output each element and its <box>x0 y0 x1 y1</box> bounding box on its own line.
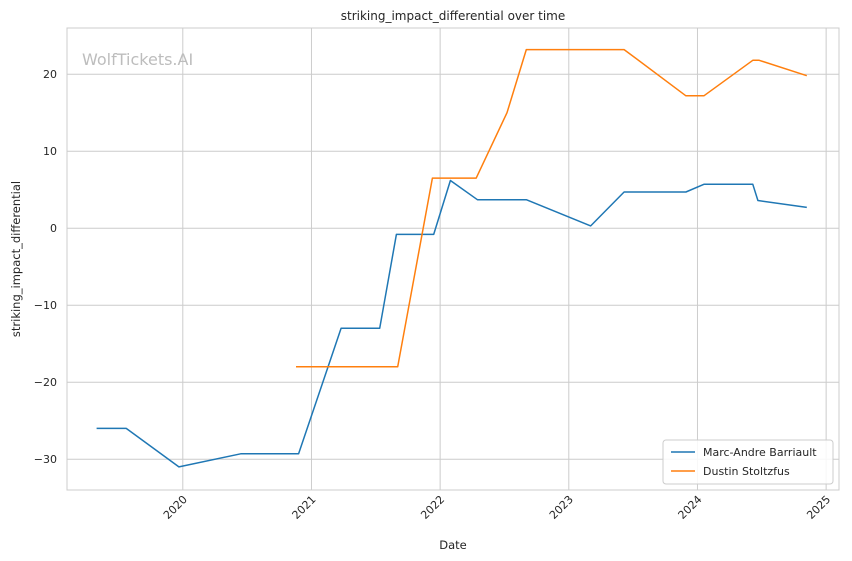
legend-box <box>662 439 834 485</box>
x-axis-label: Date <box>439 538 467 552</box>
x-tick-label: 2021 <box>290 493 319 522</box>
y-tick-label: 20 <box>43 68 57 81</box>
series-layer <box>96 48 808 468</box>
legend: Marc-Andre Barriault Dustin Stoltzfus <box>662 439 834 485</box>
chart-title: striking_impact_differential over time <box>341 9 566 23</box>
x-tick-label: 2022 <box>418 493 447 522</box>
y-axis-label: striking_impact_differential <box>9 181 23 337</box>
x-tick-label: 2024 <box>676 493 705 522</box>
legend-label-series-0: Marc-Andre Barriault <box>703 446 817 459</box>
y-tick-label: −20 <box>34 376 57 389</box>
y-tick-label: 10 <box>43 145 57 158</box>
plot-background <box>67 28 839 490</box>
y-tick-label: −10 <box>34 299 57 312</box>
series-line-1 <box>296 48 808 368</box>
plot-frame <box>66 27 840 491</box>
watermark: WolfTickets.AI <box>82 50 193 69</box>
x-tick-label: 2020 <box>161 493 190 522</box>
y-tick-label: 0 <box>50 222 57 235</box>
x-tick-label: 2025 <box>804 493 833 522</box>
series-line-0 <box>96 179 807 468</box>
legend-label-series-1: Dustin Stoltzfus <box>703 465 790 478</box>
y-tick-label: −30 <box>34 453 57 466</box>
x-tick-label: 2023 <box>547 493 576 522</box>
